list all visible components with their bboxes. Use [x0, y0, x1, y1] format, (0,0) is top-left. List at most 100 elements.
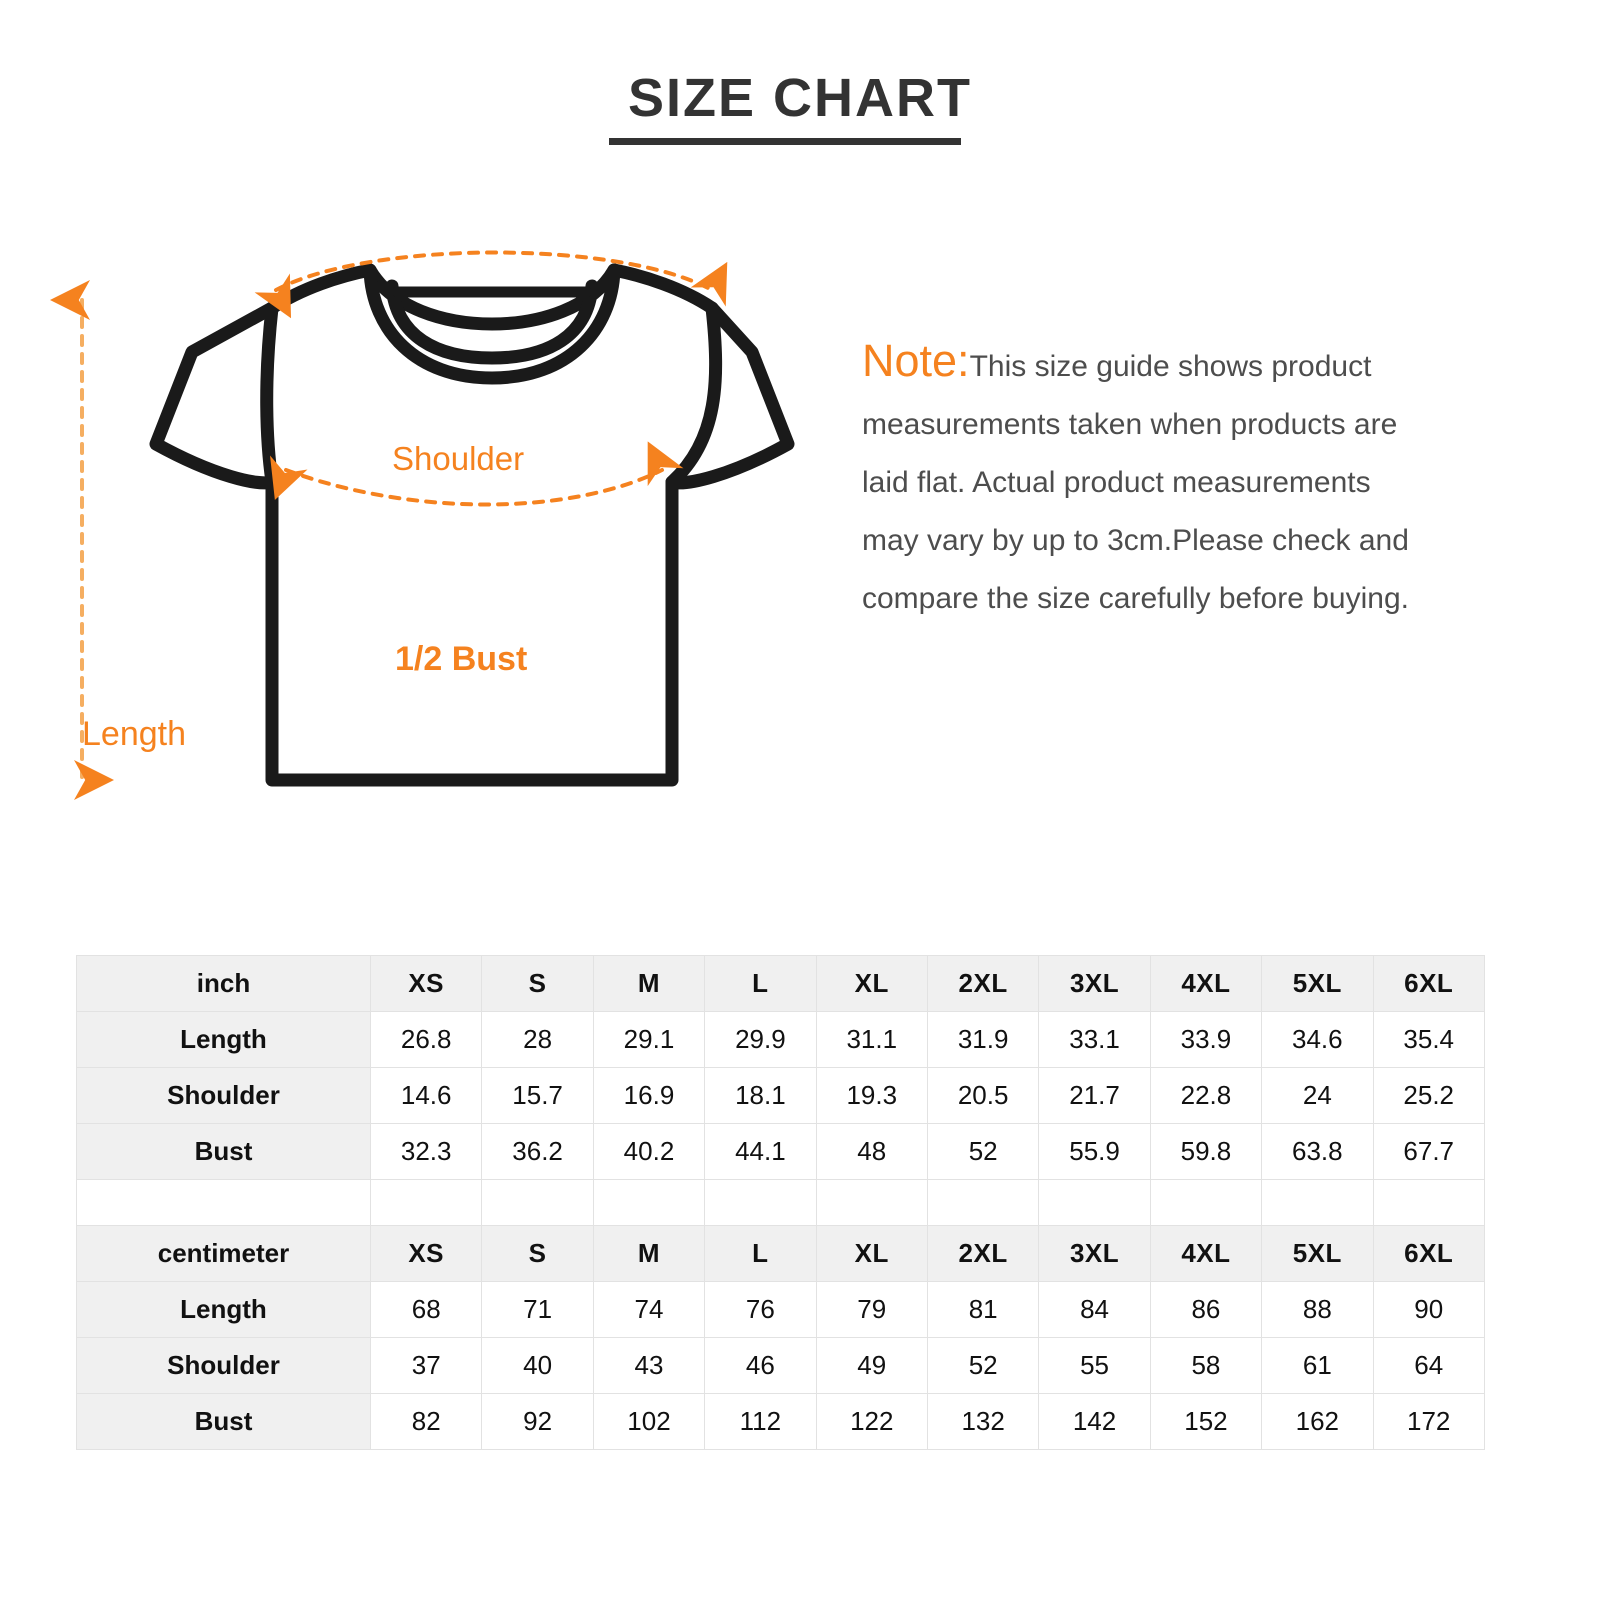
note-lead-label: Note: — [862, 335, 970, 386]
cell-inch-shoulder-4xl: 22.8 — [1149, 1067, 1263, 1124]
title-underline — [609, 138, 961, 145]
cell-inch-shoulder-xs: 14.6 — [369, 1067, 483, 1124]
col-header-cm-xs: XS — [369, 1225, 483, 1282]
cell-cm-length-3xl: 84 — [1038, 1281, 1151, 1338]
tshirt-collar-inner — [385, 279, 599, 365]
cell-cm-length-m: 74 — [592, 1281, 706, 1338]
col-header-xl: XL — [815, 955, 928, 1012]
cell-inch-length-2xl: 31.9 — [926, 1011, 1040, 1068]
cell-inch-bust-s: 36.2 — [481, 1123, 594, 1180]
cell-cm-bust-2xl: 132 — [926, 1393, 1040, 1450]
cell-inch-shoulder-s: 15.7 — [481, 1067, 594, 1124]
table-row: Length 26.8 28 29.1 29.9 31.1 31.9 33.1 … — [76, 1011, 1485, 1068]
cell-cm-bust-6xl: 172 — [1372, 1393, 1485, 1450]
table-spacer-row — [76, 1179, 1485, 1226]
cell-inch-bust-m: 40.2 — [592, 1123, 706, 1180]
spacer-cell — [369, 1179, 483, 1226]
table-row: Shoulder 14.6 15.7 16.9 18.1 19.3 20.5 2… — [76, 1067, 1485, 1124]
col-header-cm-m: M — [592, 1225, 706, 1282]
spacer-cell — [704, 1179, 817, 1226]
cell-inch-length-xs: 26.8 — [369, 1011, 483, 1068]
cell-inch-length-s: 28 — [481, 1011, 594, 1068]
note-line-4: may vary by up to 3cm.Please check and — [862, 524, 1409, 557]
table-row: Bust 32.3 36.2 40.2 44.1 48 52 55.9 59.8… — [76, 1123, 1485, 1180]
cell-inch-shoulder-5xl: 24 — [1261, 1067, 1374, 1124]
spacer-cell — [815, 1179, 928, 1226]
cell-cm-bust-4xl: 152 — [1149, 1393, 1263, 1450]
col-header-cm-l: L — [704, 1225, 817, 1282]
cell-cm-shoulder-2xl: 52 — [926, 1337, 1040, 1394]
shoulder-measure-arrow — [254, 250, 728, 319]
cell-cm-bust-m: 102 — [592, 1393, 706, 1450]
shoulder-label: Shoulder — [392, 440, 525, 477]
col-header-cm-6xl: 6XL — [1372, 1225, 1485, 1282]
cell-cm-length-l: 76 — [704, 1281, 817, 1338]
table-row: Length 68 71 74 76 79 81 84 86 88 90 — [76, 1281, 1485, 1338]
spacer-cell — [76, 1179, 371, 1226]
size-chart-table: inch XS S M L XL 2XL 3XL 4XL 5XL 6XL Len… — [76, 955, 1485, 1450]
size-tables: inch XS S M L XL 2XL 3XL 4XL 5XL 6XL Len… — [76, 955, 1485, 1450]
cell-cm-bust-xl: 122 — [815, 1393, 928, 1450]
col-header-cm-s: S — [481, 1225, 594, 1282]
cell-inch-shoulder-l: 18.1 — [704, 1067, 817, 1124]
cell-inch-length-l: 29.9 — [704, 1011, 817, 1068]
col-header-cm-xl: XL — [815, 1225, 928, 1282]
note-line-3: laid flat. Actual product measurements — [862, 466, 1371, 499]
row-label-cm-bust: Bust — [76, 1393, 371, 1450]
cell-cm-bust-xs: 82 — [369, 1393, 483, 1450]
page-title: SIZE CHART — [0, 70, 1600, 127]
cell-cm-bust-3xl: 142 — [1038, 1393, 1151, 1450]
cell-inch-bust-xs: 32.3 — [369, 1123, 483, 1180]
cell-cm-shoulder-3xl: 55 — [1038, 1337, 1151, 1394]
table-row: Shoulder 37 40 43 46 49 52 55 58 61 64 — [76, 1337, 1485, 1394]
tshirt-illustration — [49, 250, 795, 800]
col-header-3xl: 3XL — [1038, 955, 1151, 1012]
cell-inch-bust-5xl: 63.8 — [1261, 1123, 1374, 1180]
cell-inch-bust-3xl: 55.9 — [1038, 1123, 1151, 1180]
table-row: inch XS S M L XL 2XL 3XL 4XL 5XL 6XL — [76, 955, 1485, 1012]
cell-inch-bust-6xl: 67.7 — [1372, 1123, 1485, 1180]
page-title-text: SIZE CHART — [628, 68, 972, 128]
cell-cm-length-xs: 68 — [369, 1281, 483, 1338]
cell-cm-shoulder-s: 40 — [481, 1337, 594, 1394]
note-line-2: measurements taken when products are — [862, 408, 1398, 441]
cell-inch-length-xl: 31.1 — [815, 1011, 928, 1068]
row-label-cm-shoulder: Shoulder — [76, 1337, 371, 1394]
size-table-body: inch XS S M L XL 2XL 3XL 4XL 5XL 6XL Len… — [76, 955, 1485, 1450]
spacer-cell — [1038, 1179, 1151, 1226]
col-header-cm-2xl: 2XL — [926, 1225, 1040, 1282]
length-label: Length — [82, 715, 186, 753]
col-header-6xl: 6XL — [1372, 955, 1485, 1012]
note-block: Note:This size guide shows product measu… — [862, 332, 1502, 628]
bust-measure-arrow — [270, 441, 684, 507]
cell-cm-bust-s: 92 — [481, 1393, 594, 1450]
col-header-cm-3xl: 3XL — [1038, 1225, 1151, 1282]
cell-cm-length-6xl: 90 — [1372, 1281, 1485, 1338]
col-header-l: L — [704, 955, 817, 1012]
col-header-xs: XS — [369, 955, 483, 1012]
cell-cm-shoulder-m: 43 — [592, 1337, 706, 1394]
col-header-2xl: 2XL — [926, 955, 1040, 1012]
cell-cm-length-xl: 79 — [815, 1281, 928, 1338]
unit-header-centimeter: centimeter — [76, 1225, 371, 1282]
cell-inch-bust-l: 44.1 — [704, 1123, 817, 1180]
cell-inch-bust-xl: 48 — [815, 1123, 928, 1180]
cell-cm-shoulder-4xl: 58 — [1149, 1337, 1263, 1394]
cell-cm-bust-l: 112 — [704, 1393, 817, 1450]
row-label-inch-length: Length — [76, 1011, 371, 1068]
note-line-5: compare the size carefully before buying… — [862, 582, 1409, 615]
cell-cm-shoulder-6xl: 64 — [1372, 1337, 1485, 1394]
tshirt-outline — [149, 263, 795, 787]
cell-inch-bust-4xl: 59.8 — [1149, 1123, 1263, 1180]
cell-inch-shoulder-m: 16.9 — [592, 1067, 706, 1124]
cell-inch-length-m: 29.1 — [592, 1011, 706, 1068]
col-header-s: S — [481, 955, 594, 1012]
cell-inch-shoulder-6xl: 25.2 — [1372, 1067, 1485, 1124]
spacer-cell — [1149, 1179, 1263, 1226]
cell-cm-bust-5xl: 162 — [1261, 1393, 1374, 1450]
cell-cm-length-s: 71 — [481, 1281, 594, 1338]
tshirt-diagram: Shoulder 1/2 Bust Length — [40, 200, 830, 840]
table-row: Bust 82 92 102 112 122 132 142 152 162 1… — [76, 1393, 1485, 1450]
table-row: centimeter XS S M L XL 2XL 3XL 4XL 5XL 6… — [76, 1225, 1485, 1282]
spacer-cell — [926, 1179, 1040, 1226]
